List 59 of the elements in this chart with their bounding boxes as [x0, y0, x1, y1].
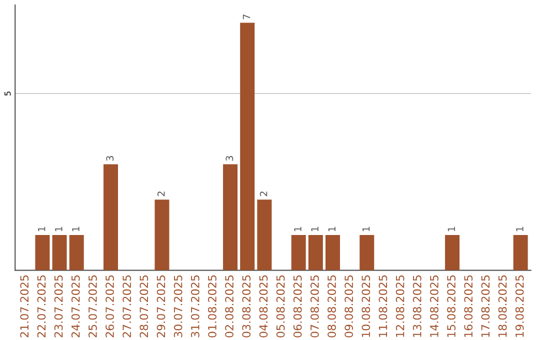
- x-tick-label: 16.08.2025: [464, 275, 473, 337]
- data-label: 1: [328, 226, 336, 232]
- bar: [325, 234, 340, 270]
- x-tick-label: 09.08.2025: [344, 275, 354, 338]
- x-tick-label: 11.08.2025: [378, 275, 388, 337]
- data-label: 1: [448, 226, 455, 232]
- bar: [513, 234, 528, 270]
- data-label: 3: [106, 156, 114, 161]
- data-label: 7: [242, 14, 250, 20]
- x-tick-label: 17.08.2025: [481, 275, 490, 337]
- bar: [154, 200, 170, 270]
- x-tick-label: 03.08.2025: [242, 275, 251, 338]
- x-tick-label: 22.07.2025: [37, 275, 46, 338]
- data-label: 1: [311, 226, 318, 232]
- x-tick-label: 26.07.2025: [106, 275, 114, 338]
- bar: [445, 234, 460, 270]
- bar: [35, 234, 50, 270]
- x-tick-label: 06.08.2025: [293, 275, 302, 338]
- bar: [69, 234, 84, 270]
- x-tick-label: 19.08.2025: [515, 275, 524, 337]
- x-tick-label: 21.07.2025: [20, 275, 29, 338]
- x-tick-label: 15.08.2025: [447, 275, 456, 337]
- x-tick-label: 29.07.2025: [156, 275, 166, 338]
- data-label: 2: [260, 192, 268, 196]
- x-tick-label: 27.07.2025: [122, 275, 132, 338]
- data-label: 1: [38, 226, 46, 232]
- x-tick-label: 12.08.2025: [396, 275, 404, 337]
- data-label: 2: [157, 192, 165, 196]
- x-tick-label: 04.08.2025: [259, 275, 268, 338]
- bar: [257, 200, 272, 270]
- x-tick-label: 02.08.2025: [225, 275, 234, 338]
- data-label: 1: [362, 226, 370, 232]
- x-tick-label: 07.08.2025: [310, 275, 319, 338]
- x-tick-label: 24.07.2025: [71, 275, 80, 338]
- x-tick-label: 28.07.2025: [140, 275, 148, 338]
- x-tick-label: 25.07.2025: [88, 275, 97, 338]
- data-label: 3: [226, 156, 234, 161]
- bar: [223, 164, 238, 270]
- data-label: 1: [516, 226, 524, 232]
- data-label: 1: [294, 226, 302, 232]
- bar: [291, 234, 306, 270]
- x-tick-label: 23.07.2025: [54, 275, 63, 338]
- x-tick-label: 05.08.2025: [276, 275, 285, 338]
- x-tick-label: 01.08.2025: [208, 275, 216, 338]
- x-tick-label: 18.08.2025: [498, 275, 507, 337]
- data-label: 1: [55, 226, 62, 232]
- data-label: 1: [72, 226, 80, 232]
- bar: [52, 234, 67, 270]
- x-tick-label: 13.08.2025: [412, 275, 422, 337]
- x-tick-label: 10.08.2025: [362, 275, 370, 337]
- bar: [240, 22, 255, 270]
- bar: [103, 164, 118, 270]
- x-tick-label: 08.08.2025: [328, 275, 336, 338]
- x-tick-label: 14.08.2025: [430, 275, 438, 337]
- bar: [360, 234, 374, 270]
- bar: [308, 234, 323, 270]
- x-tick-label: 31.07.2025: [190, 275, 200, 338]
- x-tick-label: 30.07.2025: [174, 275, 182, 338]
- y-tick-label: 5: [4, 92, 11, 96]
